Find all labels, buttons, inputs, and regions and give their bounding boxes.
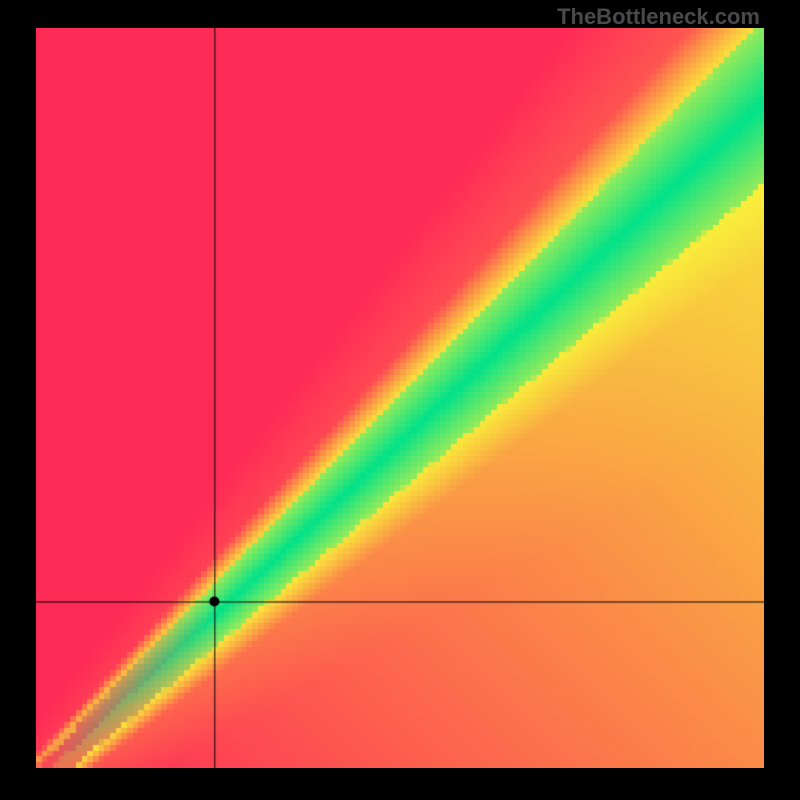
plot-area bbox=[36, 28, 764, 768]
watermark-text: TheBottleneck.com bbox=[557, 4, 760, 30]
chart-container: TheBottleneck.com bbox=[0, 0, 800, 800]
heatmap-canvas bbox=[36, 28, 764, 768]
